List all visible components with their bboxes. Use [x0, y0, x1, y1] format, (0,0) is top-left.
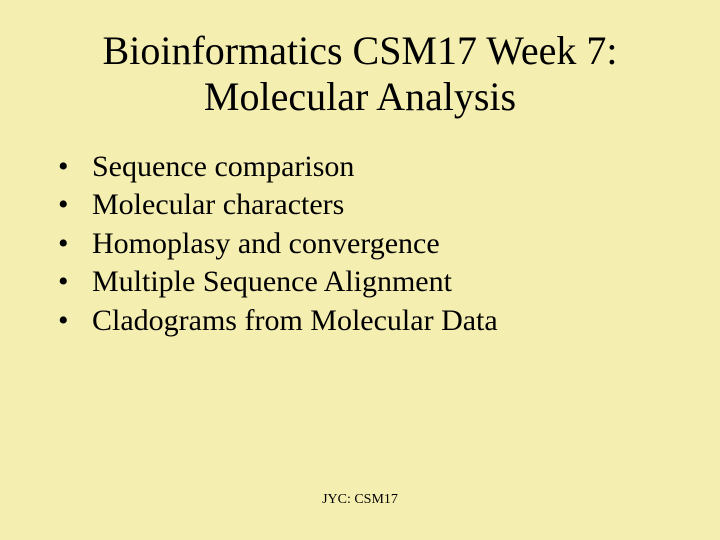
slide: Bioinformatics CSM17 Week 7: Molecular A…	[0, 0, 720, 540]
bullet-text: Homoplasy and convergence	[92, 227, 440, 260]
bullet-text: Sequence comparison	[92, 150, 354, 183]
slide-title: Bioinformatics CSM17 Week 7: Molecular A…	[48, 28, 672, 120]
title-line-2: Molecular Analysis	[204, 74, 516, 119]
slide-footer: JYC: CSM17	[0, 492, 720, 508]
list-item: Molecular characters	[54, 186, 672, 224]
list-item: Multiple Sequence Alignment	[54, 263, 672, 301]
bullet-text: Cladograms from Molecular Data	[92, 304, 498, 337]
list-item: Cladograms from Molecular Data	[54, 302, 672, 340]
list-item: Sequence comparison	[54, 148, 672, 186]
list-item: Homoplasy and convergence	[54, 225, 672, 263]
bullet-text: Multiple Sequence Alignment	[92, 265, 452, 298]
bullet-text: Molecular characters	[92, 188, 344, 221]
title-line-1: Bioinformatics CSM17 Week 7:	[103, 28, 618, 73]
bullet-list: Sequence comparison Molecular characters…	[48, 148, 672, 340]
